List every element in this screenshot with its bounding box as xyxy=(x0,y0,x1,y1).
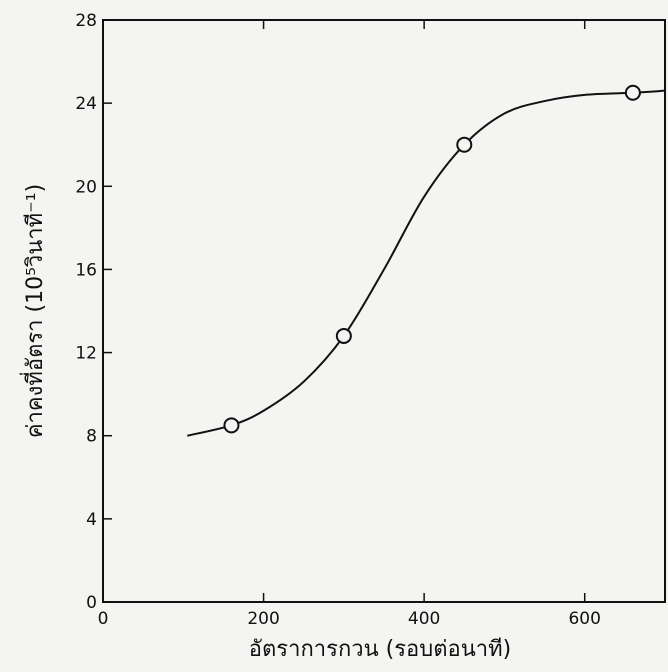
data-point xyxy=(624,84,641,101)
y-tick-label: 12 xyxy=(75,344,97,364)
plot-frame xyxy=(102,19,666,603)
y-tick-label: 24 xyxy=(75,94,97,114)
x-tick-label: 200 xyxy=(247,609,279,629)
y-tick-label: 20 xyxy=(75,177,97,197)
x-tick-label: 0 xyxy=(98,609,109,629)
x-tick-label: 400 xyxy=(408,609,440,629)
y-tick-label: 28 xyxy=(75,11,97,31)
y-tick-label: 16 xyxy=(75,260,97,280)
data-point xyxy=(223,417,240,434)
y-tick-label: 8 xyxy=(86,427,97,447)
fit-curve xyxy=(187,89,666,437)
x-tick-label: 600 xyxy=(568,609,600,629)
y-axis-label: ค่าคงที่อัตรา (10⁵วินาที⁻¹) xyxy=(19,184,48,438)
y-tick-label: 0 xyxy=(86,593,97,613)
x-axis-label: อัตราการกวน (รอบต่อนาที) xyxy=(249,637,511,662)
y-tick-label: 4 xyxy=(86,510,97,530)
data-point xyxy=(456,136,473,153)
data-point xyxy=(335,327,352,344)
